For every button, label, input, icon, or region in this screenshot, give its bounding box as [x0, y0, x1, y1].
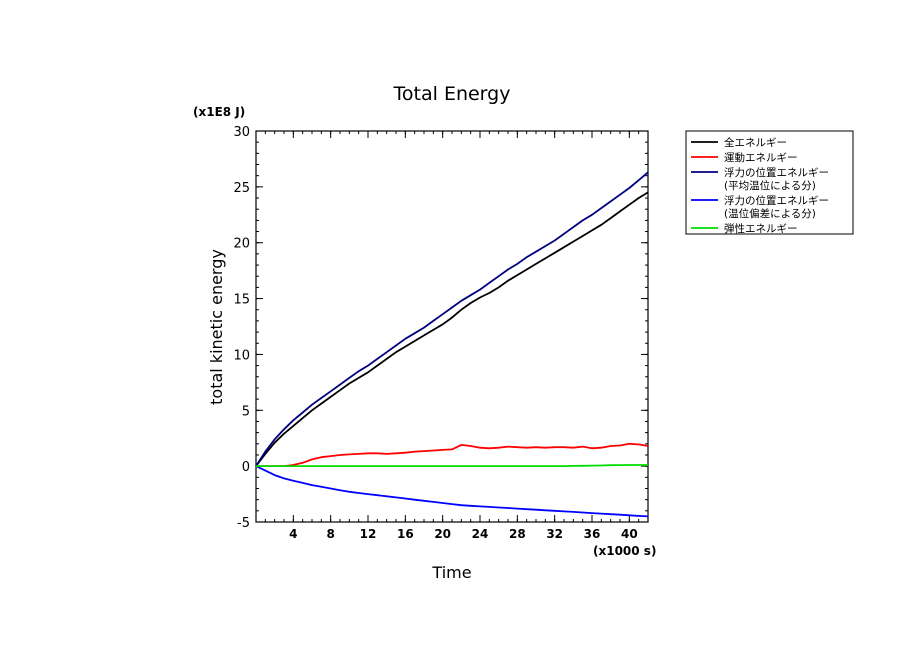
y-axis-label: total kinetic energy: [207, 249, 226, 405]
x-tick-label: 20: [434, 527, 451, 541]
chart-title: Total Energy: [393, 83, 511, 105]
x-tick-label: 12: [360, 527, 377, 541]
plot-frame: [255, 130, 649, 523]
x-multiplier: (x1000 s): [593, 544, 656, 558]
y-multiplier: (x1E8 J): [193, 105, 245, 119]
legend-label-5: 弾性エネルギー: [724, 222, 798, 235]
y-tick-label: 20: [233, 237, 250, 252]
x-tick-label: 8: [326, 527, 334, 541]
series-line-3: [255, 171, 649, 467]
y-tick-label: 5: [242, 404, 250, 419]
x-tick-label: 28: [509, 527, 526, 541]
y-tick-label: 10: [233, 348, 250, 363]
series-line-5: [256, 464, 648, 468]
y-tick-label: 0: [242, 460, 250, 475]
x-tick-label: 32: [546, 527, 563, 541]
y-tick-label: 15: [233, 293, 250, 308]
x-tick-label: 24: [472, 527, 489, 541]
legend-box: [685, 130, 854, 235]
legend-label-1: 全エネルギー: [724, 136, 787, 149]
x-axis-label: Time: [431, 563, 471, 582]
x-tick-label: 4: [289, 527, 297, 541]
x-tick-label: 40: [621, 527, 638, 541]
legend-label-4-line2: (温位偏差による分): [724, 207, 816, 220]
series-line-1: [255, 191, 649, 467]
legend-label-3-line2: (平均温位による分): [724, 179, 816, 192]
y-tick-label: -5: [237, 516, 250, 531]
legend-label-2: 運動エネルギー: [724, 151, 798, 164]
y-tick-label: 30: [233, 125, 250, 140]
series-line-4: [255, 465, 649, 518]
legend-label-3: 浮力の位置エネルギー: [724, 166, 829, 179]
legend-label-4: 浮力の位置エネルギー: [724, 194, 829, 207]
plot-area: 4 8 12 16 20 24 28 32 36 40 -5 0 5 10 15 20 25 30: [233, 125, 649, 541]
legend: 全エネルギー運動エネルギー浮力の位置エネルギー(平均温位による分)浮力の位置エネ…: [685, 130, 854, 235]
series-line-2: [256, 442, 649, 468]
y-tick-label: 25: [233, 181, 250, 196]
x-tick-label: 16: [397, 527, 414, 541]
x-tick-label: 36: [584, 527, 601, 541]
